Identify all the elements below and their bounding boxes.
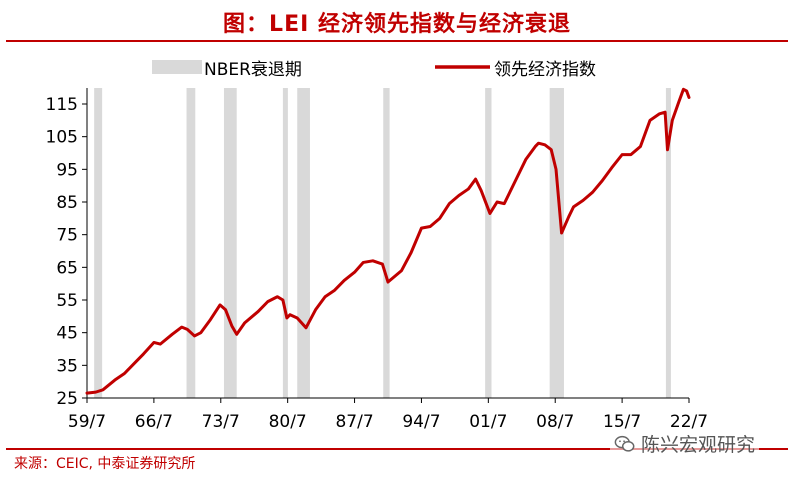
x-tick-label: 08/7 bbox=[536, 412, 574, 432]
recession-bands bbox=[94, 88, 671, 398]
legend-label-line: 领先经济指数 bbox=[494, 60, 596, 80]
y-tick-label: 55 bbox=[56, 291, 78, 311]
x-tick-label: 15/7 bbox=[603, 412, 641, 432]
y-tick-label: 95 bbox=[56, 160, 78, 180]
recession-band bbox=[297, 88, 310, 398]
y-tick-label: 65 bbox=[56, 258, 78, 278]
legend: NBER衰退期 领先经济指数 bbox=[152, 60, 596, 80]
axes: 25 35 45 55 65 75 85 95 105 115 59/7 66/7 73/7 80/7 87… bbox=[46, 88, 708, 432]
y-tick-label: 85 bbox=[56, 193, 78, 213]
watermark: 陈兴宏观研究 bbox=[610, 430, 760, 457]
recession-band bbox=[186, 88, 196, 398]
y-tick-label: 25 bbox=[56, 389, 78, 409]
x-tick-label: 59/7 bbox=[68, 412, 106, 432]
series-layer bbox=[85, 87, 691, 395]
x-tick-label: 01/7 bbox=[469, 412, 507, 432]
y-tick-label: 115 bbox=[46, 95, 78, 115]
y-tick-label: 45 bbox=[56, 324, 78, 344]
x-tick-label: 94/7 bbox=[402, 412, 440, 432]
series-line-lei bbox=[85, 87, 691, 395]
y-tick-label: 35 bbox=[56, 356, 78, 376]
recession-band bbox=[485, 88, 492, 398]
legend-label-recession: NBER衰退期 bbox=[204, 60, 302, 80]
footer-divider bbox=[6, 448, 788, 450]
chart-area: 25 35 45 55 65 75 85 95 105 115 59/7 66/7 73/7 80/7 87… bbox=[46, 60, 708, 432]
y-tick-label: 75 bbox=[56, 226, 78, 246]
x-tick-label: 73/7 bbox=[202, 412, 240, 432]
legend-swatch-recession bbox=[152, 60, 202, 74]
recession-band bbox=[282, 88, 288, 398]
recession-band bbox=[665, 88, 671, 398]
x-tick-label: 87/7 bbox=[335, 412, 373, 432]
wechat-icon bbox=[614, 435, 635, 452]
source-note: 来源：CEIC, 中泰证券研究所 bbox=[14, 456, 196, 472]
title-divider bbox=[6, 40, 788, 42]
x-tick-label: 80/7 bbox=[269, 412, 307, 432]
chart-title: 图：LEI 经济领先指数与经济衰退 bbox=[223, 12, 571, 37]
recession-band bbox=[383, 88, 390, 398]
recession-band bbox=[223, 88, 237, 398]
recession-band bbox=[549, 88, 564, 398]
x-tick-label: 22/7 bbox=[670, 412, 708, 432]
x-tick-label: 66/7 bbox=[135, 412, 173, 432]
y-tick-label: 105 bbox=[46, 128, 78, 148]
watermark-text: 陈兴宏观研究 bbox=[641, 434, 756, 456]
recession-band bbox=[94, 88, 103, 398]
